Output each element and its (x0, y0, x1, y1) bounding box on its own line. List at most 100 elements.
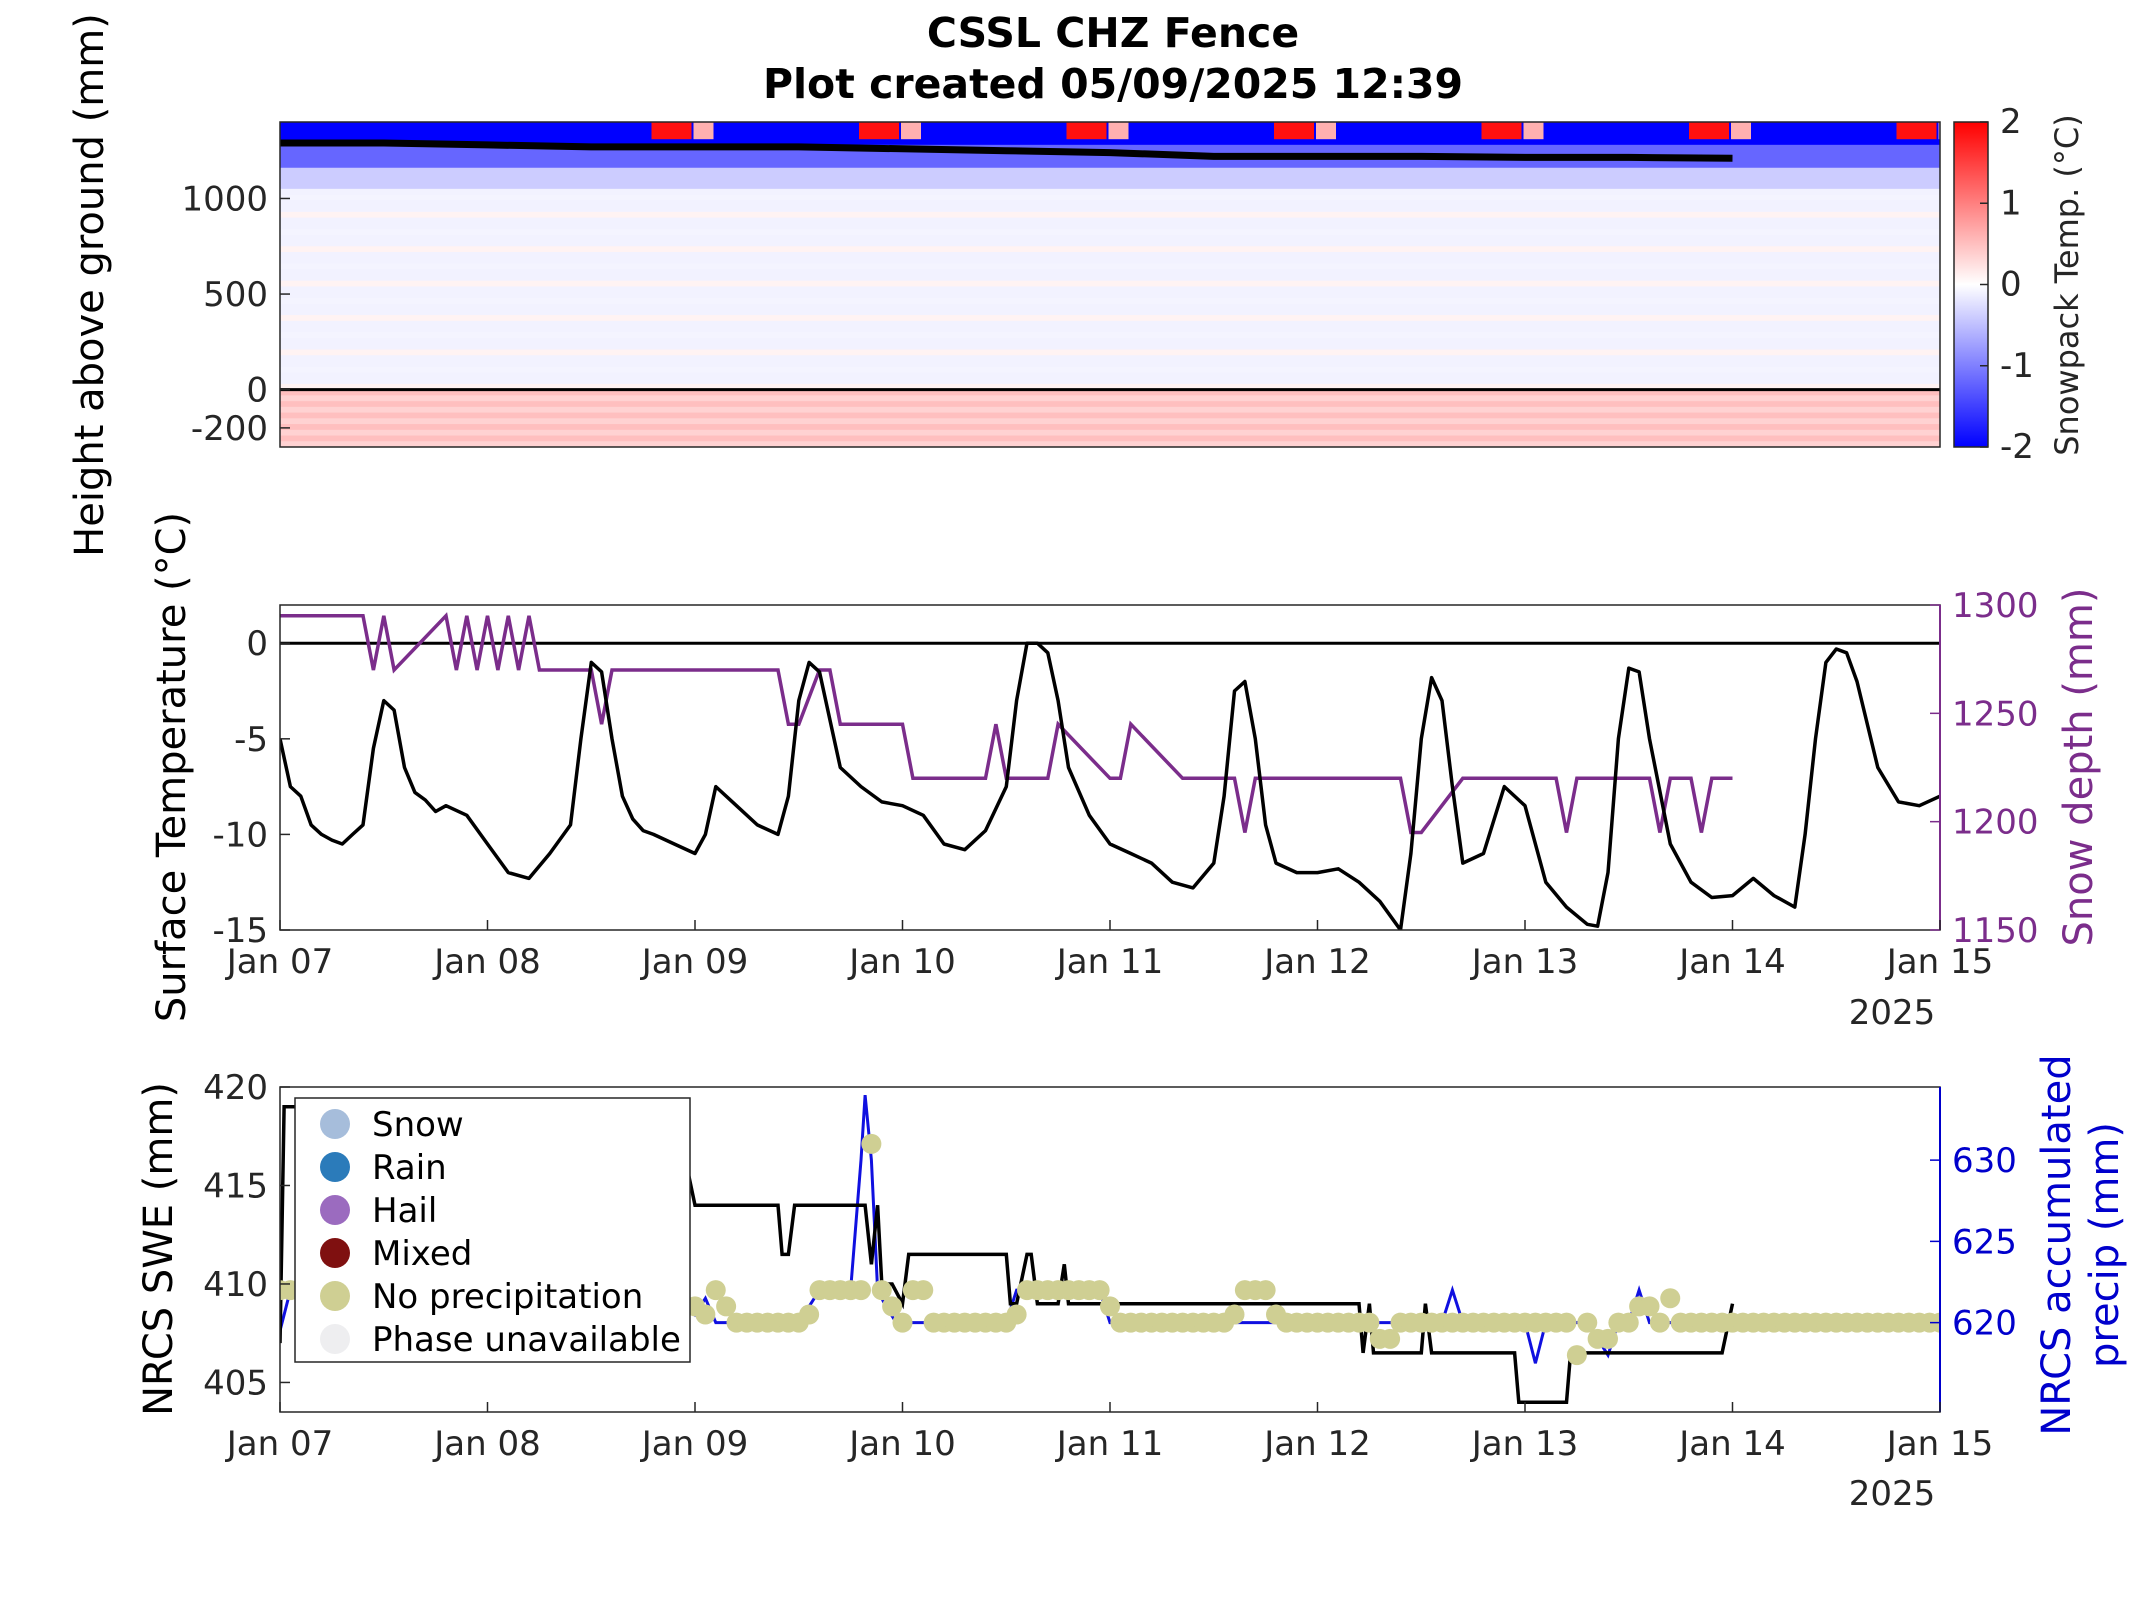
heatmap-layer (280, 144, 1940, 168)
legend-marker (320, 1109, 350, 1139)
legend-label: Rain (372, 1148, 447, 1188)
no-precip-point (1598, 1328, 1618, 1349)
swe-x-tick-label: Jan 13 (1470, 1424, 1578, 1464)
heatmap-y-label: Height above ground (mm) (67, 13, 113, 557)
precip-y-label-line-1: NRCS accumulated (2034, 1054, 2080, 1435)
heatmap-band (280, 229, 1940, 235)
snow-depth-line (280, 139, 1733, 162)
warm-surface-events (651, 122, 1940, 140)
no-precip-point (716, 1296, 737, 1317)
swe-y-tick-label: 405 (203, 1363, 268, 1403)
warm-event-edge (1731, 122, 1751, 140)
warm-event-edge (693, 122, 714, 140)
precip-y-tick-label: 625 (1952, 1222, 2017, 1262)
warm-event-edge (1523, 122, 1544, 140)
legend-box (294, 1097, 691, 1363)
no-precip-point (892, 1312, 913, 1333)
heatmap-band (280, 441, 1940, 447)
temperature-x-tick-label: Jan 10 (847, 942, 955, 982)
temperature-x-tick-label: Jan 12 (1262, 942, 1370, 982)
no-precip-point (705, 1280, 726, 1301)
swe-y-tick-label: 415 (203, 1166, 268, 1206)
title-line-2: Plot created 05/09/2025 12:39 (763, 60, 1463, 108)
colorbar-tick-label: 2 (2000, 102, 2022, 142)
colorbar-ticks: 2 1 0 -1 -2 (1980, 102, 2034, 467)
temperature-y-tick-label: -15 (212, 911, 268, 951)
heatmap-band (280, 246, 1940, 252)
legend-label: Phase unavailable (372, 1320, 681, 1360)
heatmap-band (280, 297, 1940, 304)
temperature-x-tick-label: Jan 08 (432, 942, 540, 982)
heatmap-y-tick-label: 1000 (181, 179, 268, 219)
heatmap-band (280, 332, 1940, 339)
no-precip-point (1359, 1312, 1380, 1333)
warm-event (1274, 122, 1314, 140)
heatmap-band (280, 263, 1940, 270)
snow-depth-y-tick-label: 1150 (1952, 911, 2039, 951)
no-precipitation-points (280, 1133, 1940, 1366)
colorbar-tick-label: -1 (2000, 346, 2034, 386)
no-precip-point (851, 1280, 871, 1301)
no-precip-point (882, 1296, 903, 1317)
temperature-x-tick-label: Jan 14 (1677, 942, 1785, 982)
legend-label: Hail (372, 1191, 437, 1231)
snow-depth-y-ticks: 1300 1250 1200 1150 (1930, 586, 2039, 951)
no-precip-point (1089, 1280, 1110, 1301)
temperature-year-label: 2025 (1849, 993, 1936, 1033)
no-precip-point (1649, 1312, 1670, 1333)
no-precip-point (1006, 1304, 1027, 1325)
warm-event-edge (1108, 122, 1129, 140)
swe-x-tick-label: Jan 10 (847, 1424, 955, 1464)
no-precip-point (1100, 1296, 1120, 1317)
heatmap-band (280, 211, 1940, 218)
heatmap-layer (280, 167, 1940, 189)
legend-marker (320, 1238, 350, 1268)
heatmap-layers (280, 122, 1940, 447)
no-precip-point (913, 1280, 934, 1301)
heatmap-layer (280, 188, 1940, 390)
swe-x-tick-label: Jan 07 (225, 1424, 333, 1464)
warm-event (651, 122, 692, 140)
legend-label: Mixed (372, 1234, 472, 1274)
legend-marker (320, 1324, 350, 1354)
swe-y-label: NRCS SWE (mm) (136, 1082, 182, 1416)
warm-event (1481, 122, 1522, 140)
heatmap-band (280, 280, 1940, 287)
heatmap-frame (279, 121, 1941, 448)
no-precip-point (1380, 1328, 1401, 1349)
legend-marker (320, 1281, 350, 1311)
swe-y-ticks: 420 415 410 405 (203, 1068, 290, 1403)
warm-event (1689, 122, 1729, 140)
precip-y-label-line-2: precip (mm) (2082, 1122, 2128, 1368)
legend-label: Snow (372, 1105, 464, 1145)
precip-y-ticks: 630 625 620 (1930, 1141, 2017, 1344)
swe-x-tick-label: Jan 12 (1262, 1424, 1370, 1464)
temperature-x-tick-label: Jan 15 (1885, 942, 1993, 982)
warm-event (1896, 122, 1937, 140)
no-precip-point (1566, 1345, 1587, 1366)
temperature-x-tick-label: Jan 09 (640, 942, 748, 982)
no-precip-point (1556, 1312, 1577, 1333)
surface-temperature-series (280, 641, 1940, 930)
temperature-x-tick-label: Jan 11 (1055, 942, 1163, 982)
snow-depth-y-label: Snow depth (mm) (2056, 588, 2102, 947)
colorbar-label: Snowpack Temp. (°C) (2048, 114, 2086, 456)
warm-event (1066, 122, 1107, 140)
temperature-x-ticks: Jan 07 Jan 08 Jan 09 Jan 10 Jan 11 Jan 12 Jan … (225, 920, 1993, 982)
title-line-1: CSSL CHZ Fence (927, 9, 1299, 57)
no-precip-point (695, 1304, 716, 1325)
snow-depth-y-tick-label: 1300 (1952, 586, 2039, 626)
heatmap-band (280, 406, 1940, 413)
heatmap-band (280, 429, 1940, 436)
no-precip-point (1255, 1280, 1276, 1301)
temperature-y-tick-label: -10 (212, 815, 268, 855)
swe-x-tick-label: Jan 08 (432, 1424, 540, 1464)
legend-marker (320, 1195, 350, 1225)
warm-event-edge (901, 122, 921, 140)
no-precip-point (1224, 1304, 1245, 1325)
no-precip-point (1639, 1296, 1660, 1317)
